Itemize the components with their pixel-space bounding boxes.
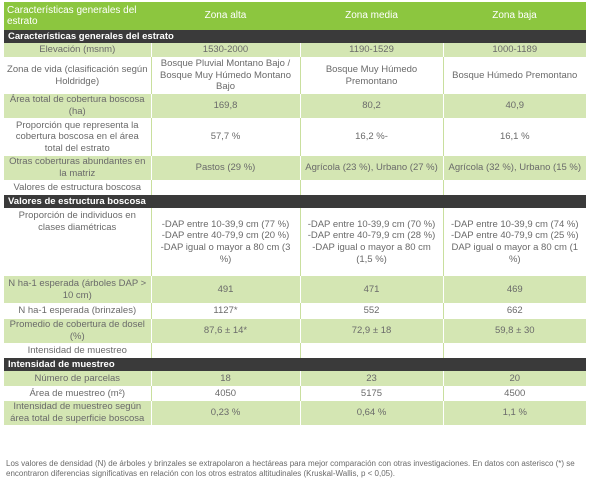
cell-baja: 59,8 ± 30 [442, 319, 586, 343]
cell-baja: 16,1 % [442, 118, 586, 156]
row-label: Área de muestreo (m²) [4, 386, 151, 401]
row-label: Número de parcelas [4, 371, 151, 386]
cell-baja: 469 [442, 276, 586, 303]
table-row: Proporción que representa la cobertura b… [4, 118, 586, 156]
row-label: N ha-1 esperada (brinzales) [4, 303, 151, 319]
dap-line: DAP igual o mayor a 80 cm (1 %) [451, 242, 579, 265]
row-label: Valores de estructura boscosa [4, 180, 151, 195]
dap-line: -DAP entre 40-79,9 cm (25 %) [450, 230, 579, 242]
table-row: Proporción de individuos en clases diamé… [4, 208, 586, 276]
cell-media: 16,2 %- [299, 118, 443, 156]
cell-media: 23 [299, 371, 443, 386]
cell-alta: 169,8 [150, 94, 300, 118]
cell-alta: 491 [150, 276, 300, 303]
header-zona-baja: Zona baja [443, 2, 586, 30]
table-row: Promedio de cobertura de dosel (%) 87,6 … [4, 319, 586, 343]
row-label: Intensidad de muestreo según área total … [4, 401, 151, 425]
cell-baja: 4500 [442, 386, 586, 401]
section-title: Valores de estructura boscosa [4, 195, 586, 208]
cell-alta: 0,23 % [150, 401, 300, 425]
cell-baja: 662 [442, 303, 586, 319]
cell-media: 72,9 ± 18 [299, 319, 443, 343]
header-zona-alta: Zona alta [151, 2, 300, 30]
row-label: Proporción de individuos en clases diamé… [4, 208, 151, 276]
cell-alta: 57,7 % [150, 118, 300, 156]
cell-media: 0,64 % [299, 401, 443, 425]
table-row: Intensidad de muestreo según área total … [4, 401, 586, 425]
row-label: Zona de vida (clasificación según Holdri… [4, 57, 151, 94]
table-row: Valores de estructura boscosa [4, 180, 586, 195]
table-row: Otras coberturas abundantes en la matriz… [4, 156, 586, 180]
cell-alta: 1127* [150, 303, 300, 319]
dap-line: -DAP entre 10-39,9 cm (77 %) [161, 218, 290, 230]
cell-media: Agrícola (23 %), Urbano (27 %) [299, 156, 443, 180]
cell-media: Bosque Muy Húmedo Premontano [299, 57, 443, 94]
table-row: Número de parcelas 18 23 20 [4, 371, 586, 386]
data-table: Características generales del estrato Zo… [4, 2, 586, 425]
section-title: Características generales del estrato [4, 30, 586, 43]
cell-baja: 1000-1189 [442, 43, 586, 57]
cell-media: 80,2 [299, 94, 443, 118]
row-label: Intensidad de muestreo [4, 343, 151, 358]
section-row: Características generales del estrato [4, 30, 586, 43]
cell-alta: -DAP entre 10-39,9 cm (77 %) -DAP entre … [150, 208, 300, 276]
cell-media: 1190-1529 [299, 43, 443, 57]
dap-line: -DAP entre 10-39,9 cm (74 %) [450, 218, 579, 230]
row-label: Elevación (msnm) [4, 43, 151, 57]
cell-baja: 20 [442, 371, 586, 386]
section-row: Intensidad de muestreo [4, 358, 586, 371]
table-footnote: Los valores de densidad (N) de árboles y… [6, 459, 575, 479]
dap-line: -DAP entre 40-79,9 cm (28 %) [307, 230, 436, 242]
cell-alta: Bosque Pluvial Montano Bajo / Bosque Muy… [150, 57, 300, 94]
header-zona-media: Zona media [300, 2, 443, 30]
table-row: Área total de cobertura boscosa (ha) 169… [4, 94, 586, 118]
dap-line: -DAP igual o mayor a 80 cm (3 %) [160, 242, 291, 265]
dap-line: -DAP entre 40-79,9 cm (20 %) [161, 230, 290, 242]
cell-baja: Agrícola (32 %), Urbano (15 %) [442, 156, 586, 180]
cell-alta: 4050 [150, 386, 300, 401]
cell-media: 471 [299, 276, 443, 303]
cell-baja: 40,9 [442, 94, 586, 118]
section-row: Valores de estructura boscosa [4, 195, 586, 208]
header-corner: Características generales del estrato [4, 2, 151, 30]
table-row: N ha-1 esperada (brinzales) 1127* 552 66… [4, 303, 586, 319]
cell-media: -DAP entre 10-39,9 cm (70 %) -DAP entre … [299, 208, 443, 276]
cell-alta: 18 [150, 371, 300, 386]
row-label: N ha-1 esperada (árboles DAP > 10 cm) [4, 276, 151, 303]
cell-baja: 1,1 % [442, 401, 586, 425]
dap-line: -DAP igual o mayor a 80 cm (1,5 %) [312, 242, 431, 265]
row-label: Promedio de cobertura de dosel (%) [4, 319, 151, 343]
cell-media: 5175 [299, 386, 443, 401]
table-row: N ha-1 esperada (árboles DAP > 10 cm) 49… [4, 276, 586, 303]
row-label: Proporción que representa la cobertura b… [4, 118, 151, 156]
cell-baja: Bosque Húmedo Premontano [442, 57, 586, 94]
cell-baja: -DAP entre 10-39,9 cm (74 %) -DAP entre … [442, 208, 586, 276]
cell-media: 552 [299, 303, 443, 319]
header-row: Características generales del estrato Zo… [4, 2, 586, 30]
cell-alta: 87,6 ± 14* [150, 319, 300, 343]
row-label: Área total de cobertura boscosa (ha) [4, 94, 151, 118]
table-row: Zona de vida (clasificación según Holdri… [4, 57, 586, 94]
cell-alta: Pastos (29 %) [150, 156, 300, 180]
cell-alta: 1530-2000 [150, 43, 300, 57]
table-row: Área de muestreo (m²) 4050 5175 4500 [4, 386, 586, 401]
dap-line: -DAP entre 10-39,9 cm (70 %) [307, 218, 436, 230]
table-row: Elevación (msnm) 1530-2000 1190-1529 100… [4, 43, 586, 57]
row-label: Otras coberturas abundantes en la matriz [4, 156, 151, 180]
section-title: Intensidad de muestreo [4, 358, 586, 371]
table-row: Intensidad de muestreo [4, 343, 586, 358]
